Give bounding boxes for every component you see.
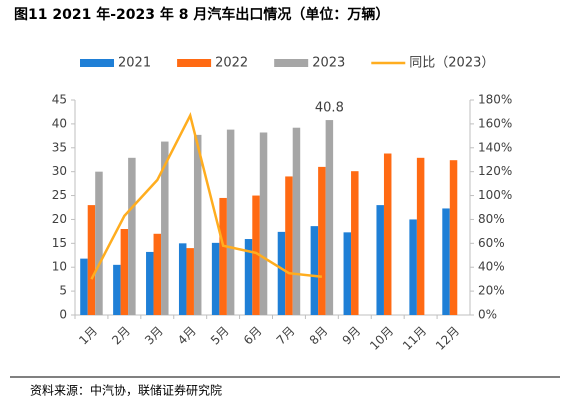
bar <box>325 120 334 315</box>
legend-swatch <box>274 59 309 67</box>
y-tick-label: 40 <box>52 116 67 130</box>
bar <box>193 134 202 315</box>
data-label: 40.8 <box>315 101 344 116</box>
y2-tick-label: 80% <box>478 212 505 226</box>
bar <box>244 239 253 315</box>
x-tick-label: 10月 <box>367 324 396 353</box>
bar <box>292 127 301 315</box>
x-tick-label: 3月 <box>142 324 166 348</box>
bar <box>128 157 136 315</box>
bar <box>310 226 319 315</box>
y2-tick-label: 140% <box>478 140 512 154</box>
bar <box>178 243 187 315</box>
x-tick-label: 7月 <box>274 324 298 348</box>
y2-tick-label: 60% <box>478 236 505 250</box>
bar <box>161 141 169 315</box>
bar <box>442 208 450 315</box>
x-tick-label: 11月 <box>400 324 429 353</box>
bar <box>211 242 220 315</box>
source: 资料来源：中汽协，联储证券研究院 <box>30 383 222 398</box>
y2-tick-label: 120% <box>478 164 512 178</box>
bar <box>318 166 326 315</box>
y2-tick-label: 180% <box>478 93 512 107</box>
bar <box>343 232 352 315</box>
y-tick-label: 15 <box>52 236 67 250</box>
x-tick-label: 5月 <box>208 324 232 348</box>
bar <box>153 233 162 315</box>
x-tick-label: 12月 <box>433 324 462 353</box>
x-tick-label: 8月 <box>307 324 331 348</box>
bar <box>376 205 384 315</box>
bar <box>277 231 286 315</box>
bar <box>113 264 121 315</box>
y-tick-label: 45 <box>52 93 67 107</box>
x-tick-label: 9月 <box>340 324 364 348</box>
legend-label: 2021 <box>118 56 151 71</box>
y2-tick-label: 20% <box>478 284 505 298</box>
y2-tick-label: 160% <box>478 116 512 130</box>
bar <box>449 160 458 315</box>
x-tick-label: 2月 <box>109 324 133 348</box>
x-tick-label: 1月 <box>76 324 100 348</box>
y-tick-label: 0 <box>59 308 67 322</box>
bar <box>120 229 129 315</box>
legend-label: 2023 <box>312 56 345 71</box>
line <box>90 111 323 280</box>
bar <box>416 157 425 315</box>
bar <box>285 176 293 315</box>
bar <box>186 248 194 315</box>
x-tick-label: 4月 <box>175 324 199 348</box>
y2-tick-label: 100% <box>478 188 512 202</box>
bar <box>146 251 154 315</box>
legend-swatch <box>177 59 212 67</box>
bar <box>259 132 268 315</box>
y-tick-label: 25 <box>52 188 67 202</box>
y-tick-label: 5 <box>59 284 67 298</box>
chart-title: 图11 2021 年-2023 年 8 月汽车出口情况（单位：万辆） <box>14 6 389 23</box>
bar <box>351 171 359 315</box>
bar <box>226 129 235 315</box>
y-tick-label: 10 <box>52 260 67 274</box>
bar <box>409 219 417 315</box>
bar <box>252 195 260 315</box>
y2-tick-label: 0% <box>478 308 497 322</box>
legend-label: 同比（2023） <box>409 56 494 71</box>
y2-tick-label: 40% <box>478 260 505 274</box>
bar <box>383 153 392 315</box>
y-tick-label: 30 <box>52 164 67 178</box>
bar <box>87 205 96 315</box>
bar <box>219 197 227 315</box>
x-tick-label: 6月 <box>241 324 265 348</box>
legend-label: 2022 <box>215 56 248 71</box>
bar <box>80 258 88 315</box>
y-tick-label: 20 <box>52 212 67 226</box>
y-tick-label: 35 <box>52 140 67 154</box>
bar <box>95 171 103 315</box>
legend-swatch <box>80 59 114 67</box>
